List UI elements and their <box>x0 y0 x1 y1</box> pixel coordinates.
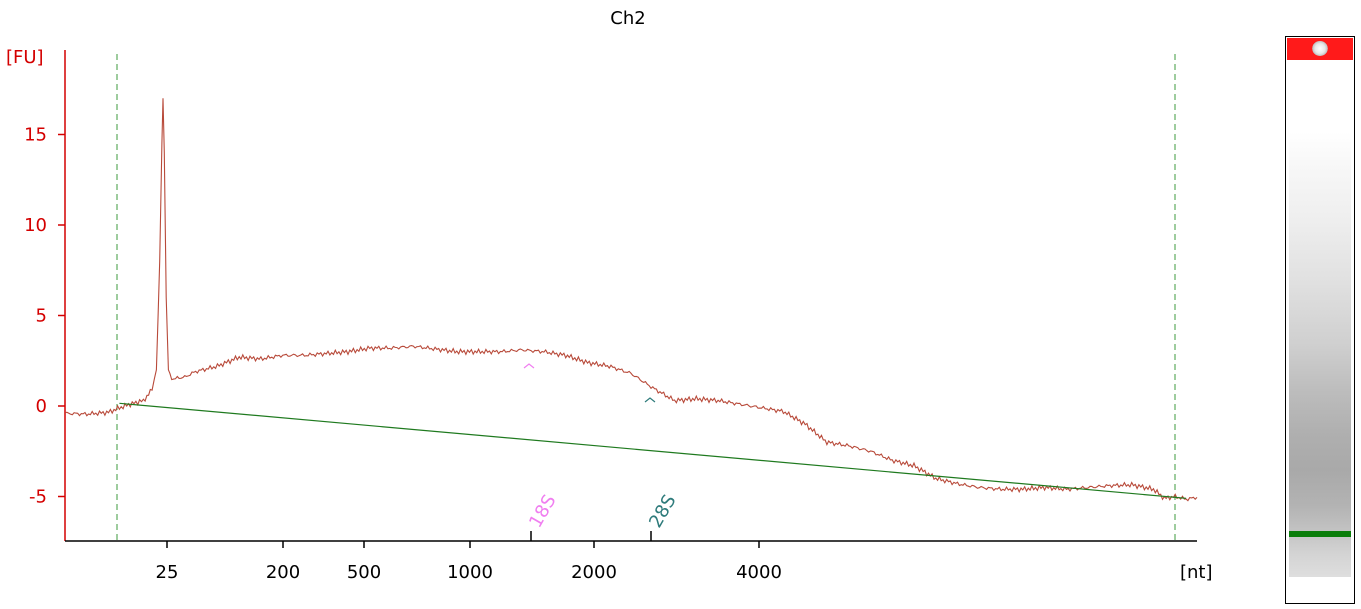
axes <box>65 50 1197 541</box>
y-tick-label: 10 <box>24 215 47 236</box>
y-tick-label: 0 <box>36 396 47 417</box>
baseline-line <box>119 403 1186 498</box>
gel-well-dot <box>1312 41 1328 56</box>
chart-title: Ch2 <box>610 8 645 29</box>
x-tick-label: 4000 <box>736 562 782 583</box>
gel-lower-marker-band <box>1289 531 1351 537</box>
x-axis-unit: [nt] <box>1180 562 1213 583</box>
marker-label: 28S <box>645 491 680 531</box>
x-tick-label: 25 <box>156 562 179 583</box>
trace-line <box>65 98 1197 500</box>
x-tick-label: 1000 <box>447 562 493 583</box>
marker-label: 18S <box>525 491 560 531</box>
series-layer <box>65 98 1197 500</box>
y-tick-label: 15 <box>24 125 47 146</box>
x-tick-label: 2000 <box>571 562 617 583</box>
x-tick-label: 500 <box>347 562 381 583</box>
guide-lines <box>117 54 1175 541</box>
marker-peak-flag <box>524 364 534 368</box>
gel-lane-image <box>1285 36 1355 604</box>
y-tick-label: 5 <box>36 306 47 327</box>
electropherogram-chart: Ch2 [FU] [nt] -5 0 5 10 15 25 200 500 1000 2000 4… <box>0 0 1260 609</box>
marker-peak-flag <box>645 398 655 402</box>
x-ticks: 25 200 500 1000 2000 4000 <box>156 541 782 583</box>
gel-lane-smear <box>1289 132 1351 577</box>
y-ticks: -5 0 5 10 15 <box>24 125 65 508</box>
gel-well-marker <box>1287 38 1353 60</box>
y-axis-unit: [FU] <box>6 47 44 68</box>
y-tick-label: -5 <box>29 487 47 508</box>
x-tick-label: 200 <box>266 562 300 583</box>
